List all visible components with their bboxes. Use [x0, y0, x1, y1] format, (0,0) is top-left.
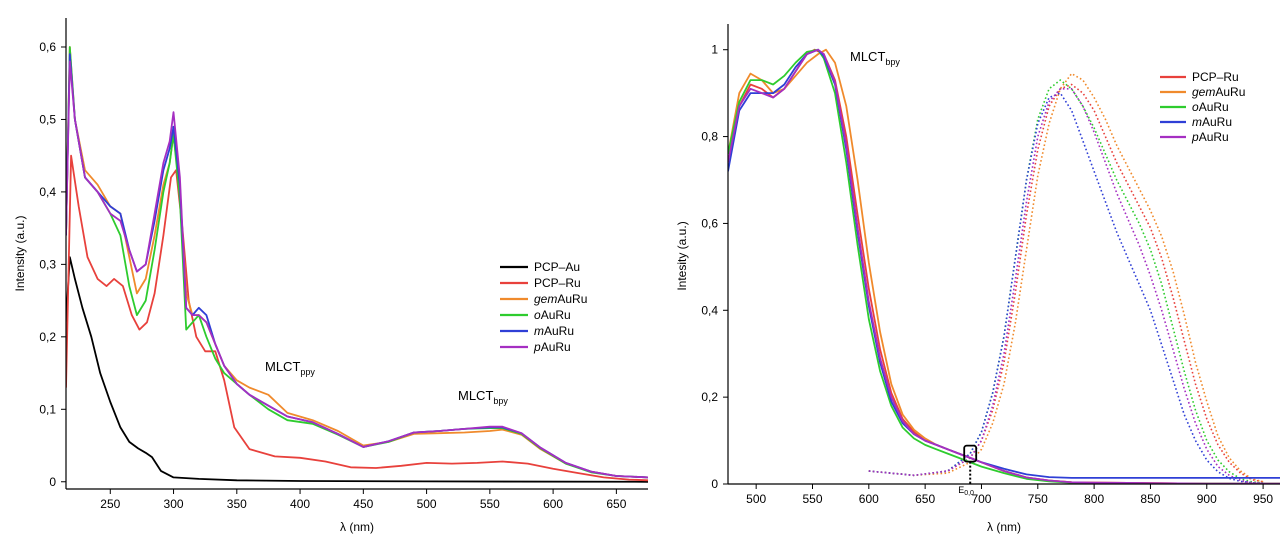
- right-emission-line-mauru: [868, 92, 1264, 484]
- left-y-tick-label: 0,5: [39, 112, 56, 126]
- right-emission-chart: 500 550 600 650 700 750 800 850 900 950 0 0,2 0,4 0,6…: [675, 24, 1280, 534]
- left-legend: PCP–Au PCP–Ru gemAuRu oAuRu mAuRu pAuRu: [500, 260, 587, 354]
- left-legend-label-pcp-ru: PCP–Ru: [534, 276, 581, 290]
- left-x-tick-label: 450: [353, 497, 373, 511]
- right-x-tick-label: 550: [802, 492, 822, 506]
- right-y-tick-label: 0,8: [701, 130, 718, 144]
- right-legend-label-oauru: oAuRu: [1192, 100, 1229, 114]
- right-emission-line-gemauru: [868, 72, 1264, 483]
- right-annotations: MLCTbpy E0,0: [850, 49, 974, 497]
- right-absorption-line-pauru: [728, 48, 1280, 484]
- right-x-tick-label: 650: [915, 492, 935, 506]
- left-y-tick-label: 0: [49, 475, 56, 489]
- right-annotation-mlct-bpy: MLCTbpy: [850, 49, 900, 67]
- right-emission-line-pcp-ru: [868, 83, 1264, 483]
- right-legend-label-pauru: pAuRu: [1191, 130, 1229, 144]
- right-y-tick-label: 0: [711, 477, 718, 491]
- left-y-tick-label: 0,1: [39, 402, 56, 416]
- left-x-tick-label: 350: [227, 497, 247, 511]
- right-x-tick-label: 850: [1140, 492, 1160, 506]
- right-absorption-line-oauru: [728, 48, 1280, 484]
- left-series-line-pcp-ru: [66, 154, 648, 482]
- right-x-tick-label: 750: [1028, 492, 1048, 506]
- right-legend-label-gemauru: gemAuRu: [1192, 85, 1245, 99]
- right-y-tick-label: 0,2: [701, 390, 718, 404]
- left-y-tick-label: 0,4: [39, 185, 56, 199]
- left-y-axis-label: Intensity (a.u.): [13, 215, 27, 291]
- right-x-axis-label: λ (nm): [987, 520, 1021, 534]
- right-emission-line-oauru: [868, 79, 1264, 484]
- right-y-axis-label: Intesity (a.u.): [675, 221, 689, 290]
- right-axes: 500 550 600 650 700 750 800 850 900 950 0 0,2 0,4 0,6…: [701, 24, 1280, 506]
- right-series-group: [728, 48, 1280, 484]
- right-x-tick-label: 950: [1253, 492, 1273, 506]
- right-x-tick-label: 900: [1197, 492, 1217, 506]
- left-legend-label-oauru: oAuRu: [534, 308, 571, 322]
- left-legend-label-gemauru: gemAuRu: [534, 292, 587, 306]
- right-legend-label-mauru: mAuRu: [1192, 115, 1232, 129]
- right-x-tick-label: 700: [971, 492, 991, 506]
- left-x-tick-label: 600: [543, 497, 563, 511]
- left-absorption-chart: 250 300 350 400 450 500 550 600 650 0 0,1 0,2 0,3 0,4…: [13, 18, 648, 534]
- left-y-tick-label: 0,6: [39, 40, 56, 54]
- left-x-tick-label: 650: [606, 497, 626, 511]
- left-x-tick-label: 550: [480, 497, 500, 511]
- left-series-line-pauru: [66, 60, 648, 479]
- right-x-tick-label: 800: [1084, 492, 1104, 506]
- right-annotation-e00: E0,0: [958, 485, 974, 497]
- left-series-group: [66, 46, 648, 483]
- right-y-tick-label: 0,6: [701, 216, 718, 230]
- left-x-tick-label: 400: [290, 497, 310, 511]
- right-y-tick-label: 1: [711, 43, 718, 57]
- right-x-tick-label: 600: [859, 492, 879, 506]
- left-x-tick-label: 250: [100, 497, 120, 511]
- left-legend-label-pcp-au: PCP–Au: [534, 260, 580, 274]
- left-x-axis-label: λ (nm): [340, 520, 374, 534]
- left-axes: 250 300 350 400 450 500 550 600 650 0 0,1 0,2 0,3 0,4…: [39, 18, 648, 511]
- left-legend-label-mauru: mAuRu: [534, 324, 574, 338]
- left-x-tick-label: 500: [417, 497, 437, 511]
- left-series-line-pcp-au: [66, 256, 648, 483]
- right-absorption-line-mauru: [728, 48, 1280, 479]
- right-x-tick-label: 500: [746, 492, 766, 506]
- right-y-tick-label: 0,4: [701, 303, 718, 317]
- left-x-tick-label: 300: [164, 497, 184, 511]
- left-annotation-mlct-bpy: MLCTbpy: [458, 388, 508, 406]
- left-annotations: MLCTppy MLCTbpy: [265, 359, 508, 406]
- left-annotation-mlct-ppy: MLCTppy: [265, 359, 315, 377]
- right-emission-line-pauru: [868, 88, 1264, 484]
- left-y-tick-label: 0,2: [39, 330, 56, 344]
- left-y-tick-label: 0,3: [39, 257, 56, 271]
- right-legend-label-pcp-ru: PCP–Ru: [1192, 70, 1239, 84]
- left-legend-label-pauru: pAuRu: [533, 340, 571, 354]
